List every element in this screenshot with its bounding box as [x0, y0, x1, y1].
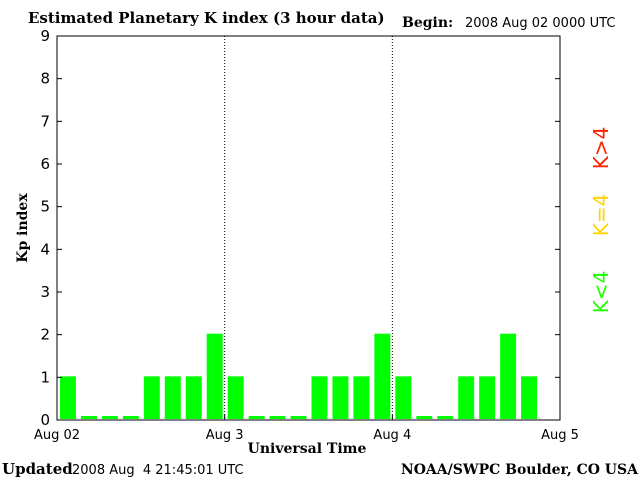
day-separators [224, 36, 393, 420]
kp-bar [500, 333, 517, 419]
kp-bar [332, 376, 349, 419]
begin-value: 2008 Aug 02 0000 UTC [465, 16, 615, 31]
kp-bar [60, 376, 76, 419]
kp-bar [143, 376, 160, 419]
y-tick-label: 9 [40, 27, 50, 45]
bars [60, 333, 538, 419]
kp-bar [416, 416, 433, 419]
legend-k-equal-4: K=4 [589, 194, 613, 237]
kp-bar [227, 376, 244, 419]
y-tick-label: 6 [40, 155, 50, 173]
y-axis-ticks: 0 1 2 3 4 5 6 7 8 9 [40, 27, 560, 429]
y-tick-label: 3 [40, 283, 50, 301]
source-credit: NOAA/SWPC Boulder, CO USA [401, 462, 639, 478]
x-tick-label: Aug 4 [373, 428, 411, 443]
y-tick-label: 4 [40, 240, 50, 258]
kp-bar [101, 416, 118, 419]
kp-bar [395, 376, 412, 419]
kp-bar [164, 376, 181, 419]
x-axis-ticks: Aug 02 Aug 3 Aug 4 Aug 5 [34, 415, 579, 443]
plot-frame [56, 35, 561, 421]
kp-bar [437, 416, 454, 419]
y-tick-label: 7 [40, 112, 50, 130]
updated-label: Updated [2, 460, 73, 478]
legend-k-less-4: K<4 [589, 271, 613, 314]
x-axis-label: Universal Time [248, 441, 367, 457]
x-tick-label: Aug 02 [34, 428, 80, 443]
kp-bar [290, 416, 307, 419]
kp-bar [458, 376, 475, 419]
kp-bar [122, 416, 139, 419]
y-tick-label: 0 [40, 411, 50, 429]
y-tick-label: 5 [40, 198, 50, 216]
y-tick-label: 2 [40, 326, 50, 344]
begin-label: Begin: [402, 15, 453, 31]
kp-bar [311, 376, 328, 419]
kp-bar [248, 416, 265, 419]
x-tick-label: Aug 3 [206, 428, 244, 443]
chart-title: Estimated Planetary K index (3 hour data… [28, 9, 385, 27]
updated-value: 2008 Aug 4 21:45:01 UTC [72, 463, 244, 478]
y-tick-label: 1 [40, 368, 50, 386]
y-axis-label: Kp index [15, 193, 31, 263]
legend-k-greater-4: K>4 [589, 127, 613, 170]
kp-bar [479, 376, 496, 419]
kp-bar [521, 376, 538, 419]
kp-bar [353, 376, 370, 419]
kp-bar [206, 333, 223, 419]
x-tick-label: Aug 5 [541, 428, 579, 443]
kp-bar [374, 333, 391, 419]
kp-bar [80, 416, 97, 419]
y-tick-label: 8 [40, 70, 50, 88]
kp-bar [269, 416, 286, 419]
kp-bar [185, 376, 202, 419]
